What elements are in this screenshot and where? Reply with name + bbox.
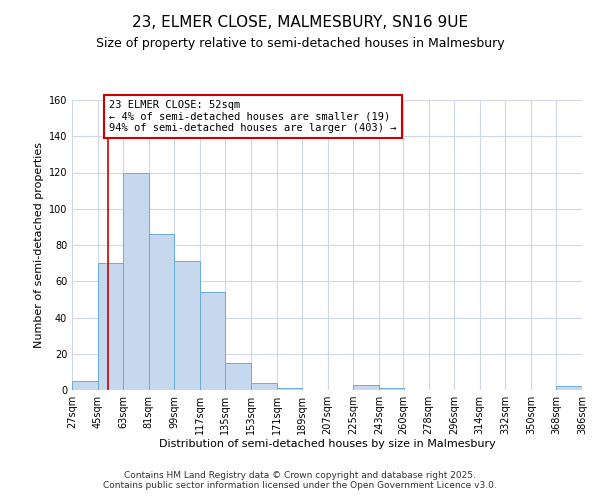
Bar xyxy=(174,262,200,390)
Bar xyxy=(379,388,404,390)
X-axis label: Distribution of semi-detached houses by size in Malmesbury: Distribution of semi-detached houses by … xyxy=(158,438,496,448)
Bar xyxy=(226,363,251,390)
Text: 23, ELMER CLOSE, MALMESBURY, SN16 9UE: 23, ELMER CLOSE, MALMESBURY, SN16 9UE xyxy=(132,15,468,30)
Bar xyxy=(556,386,582,390)
Bar xyxy=(72,381,98,390)
Text: 23 ELMER CLOSE: 52sqm
← 4% of semi-detached houses are smaller (19)
94% of semi-: 23 ELMER CLOSE: 52sqm ← 4% of semi-detac… xyxy=(109,100,397,133)
Bar xyxy=(200,292,226,390)
Bar xyxy=(277,388,302,390)
Y-axis label: Number of semi-detached properties: Number of semi-detached properties xyxy=(34,142,44,348)
Bar xyxy=(353,384,379,390)
Text: Contains HM Land Registry data © Crown copyright and database right 2025.
Contai: Contains HM Land Registry data © Crown c… xyxy=(103,470,497,490)
Text: Size of property relative to semi-detached houses in Malmesbury: Size of property relative to semi-detach… xyxy=(95,38,505,51)
Bar xyxy=(98,263,123,390)
Bar xyxy=(149,234,174,390)
Bar xyxy=(251,383,277,390)
Bar xyxy=(123,172,149,390)
